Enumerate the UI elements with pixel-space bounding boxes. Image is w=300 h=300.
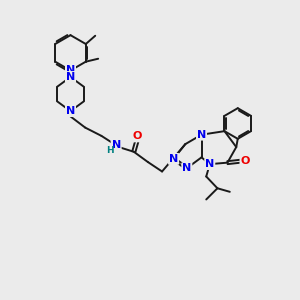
Text: H: H (106, 146, 114, 155)
Text: O: O (240, 156, 250, 166)
Text: N: N (66, 106, 75, 116)
Text: N: N (112, 140, 121, 150)
Text: N: N (182, 163, 191, 173)
Text: O: O (133, 131, 142, 142)
Text: N: N (66, 65, 75, 76)
Text: N: N (169, 154, 178, 164)
Text: N: N (66, 72, 75, 82)
Text: N: N (205, 159, 214, 169)
Text: N: N (197, 130, 206, 140)
